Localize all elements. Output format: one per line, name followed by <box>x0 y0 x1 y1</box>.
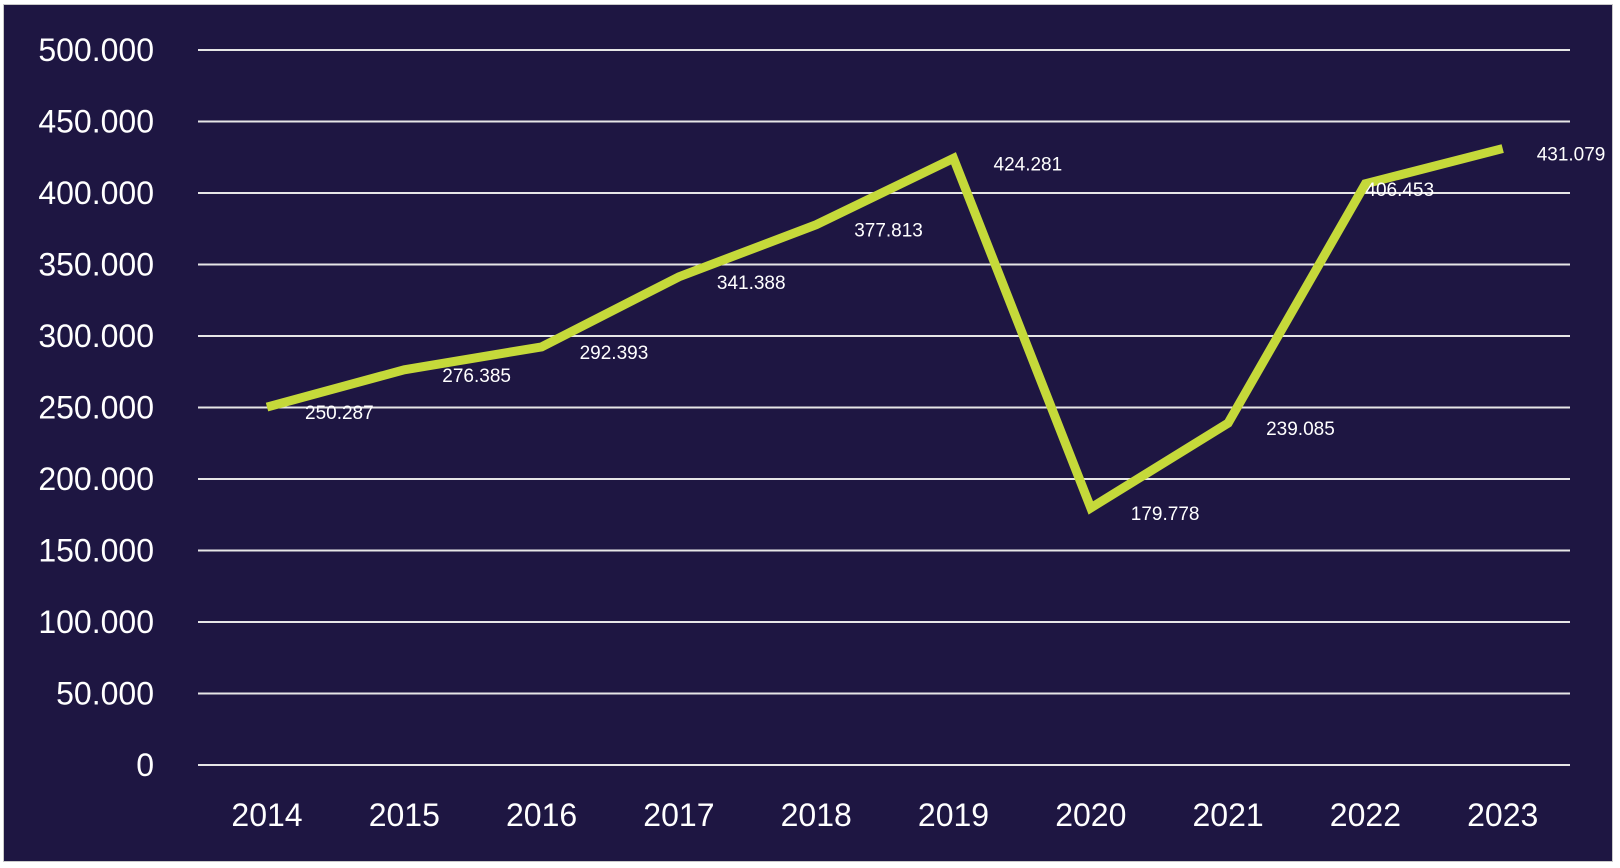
y-axis-ticks: 0 50.000 100.000 150.000 200.000 250.000 300.0… <box>38 32 154 783</box>
x-tick-label: 2020 <box>1055 797 1126 833</box>
y-tick-label: 50.000 <box>56 676 154 712</box>
y-tick-label: 150.000 <box>38 533 154 569</box>
gridlines <box>198 49 1570 766</box>
y-tick-label: 250.000 <box>38 390 154 426</box>
data-label: 239.085 <box>1266 419 1335 440</box>
y-tick-label: 500.000 <box>38 32 154 68</box>
x-tick-label: 2016 <box>506 797 577 833</box>
x-tick-label: 2018 <box>781 797 852 833</box>
x-axis-ticks: 2014 2015 2016 2017 2018 2019 2020 2021 2022 2023 <box>231 797 1538 833</box>
x-tick-label: 2015 <box>369 797 440 833</box>
y-tick-label: 200.000 <box>38 461 154 497</box>
data-label: 179.778 <box>1131 504 1200 525</box>
data-label: 276.385 <box>442 366 511 387</box>
data-label: 250.287 <box>305 403 374 424</box>
y-tick-label: 0 <box>136 747 154 783</box>
x-tick-label: 2021 <box>1193 797 1264 833</box>
series-line <box>265 144 1504 515</box>
x-tick-label: 2022 <box>1330 797 1401 833</box>
data-labels: 250.287 276.385 292.393 341.388 377.813 424.2… <box>305 145 1605 525</box>
data-label: 431.079 <box>1537 145 1606 166</box>
data-label: 424.281 <box>994 154 1063 175</box>
y-tick-label: 100.000 <box>38 604 154 640</box>
data-label: 292.393 <box>580 343 649 364</box>
y-tick-label: 400.000 <box>38 175 154 211</box>
x-tick-label: 2017 <box>643 797 714 833</box>
y-tick-label: 450.000 <box>38 104 154 140</box>
x-tick-label: 2019 <box>918 797 989 833</box>
data-label: 341.388 <box>717 273 786 294</box>
y-tick-label: 350.000 <box>38 247 154 283</box>
data-label: 406.453 <box>1365 180 1434 201</box>
chart-frame <box>3 4 1613 862</box>
series-line-group <box>265 144 1504 515</box>
x-tick-label: 2014 <box>231 797 302 833</box>
y-tick-label: 300.000 <box>38 318 154 354</box>
x-tick-label: 2023 <box>1467 797 1538 833</box>
data-label: 377.813 <box>854 221 923 242</box>
